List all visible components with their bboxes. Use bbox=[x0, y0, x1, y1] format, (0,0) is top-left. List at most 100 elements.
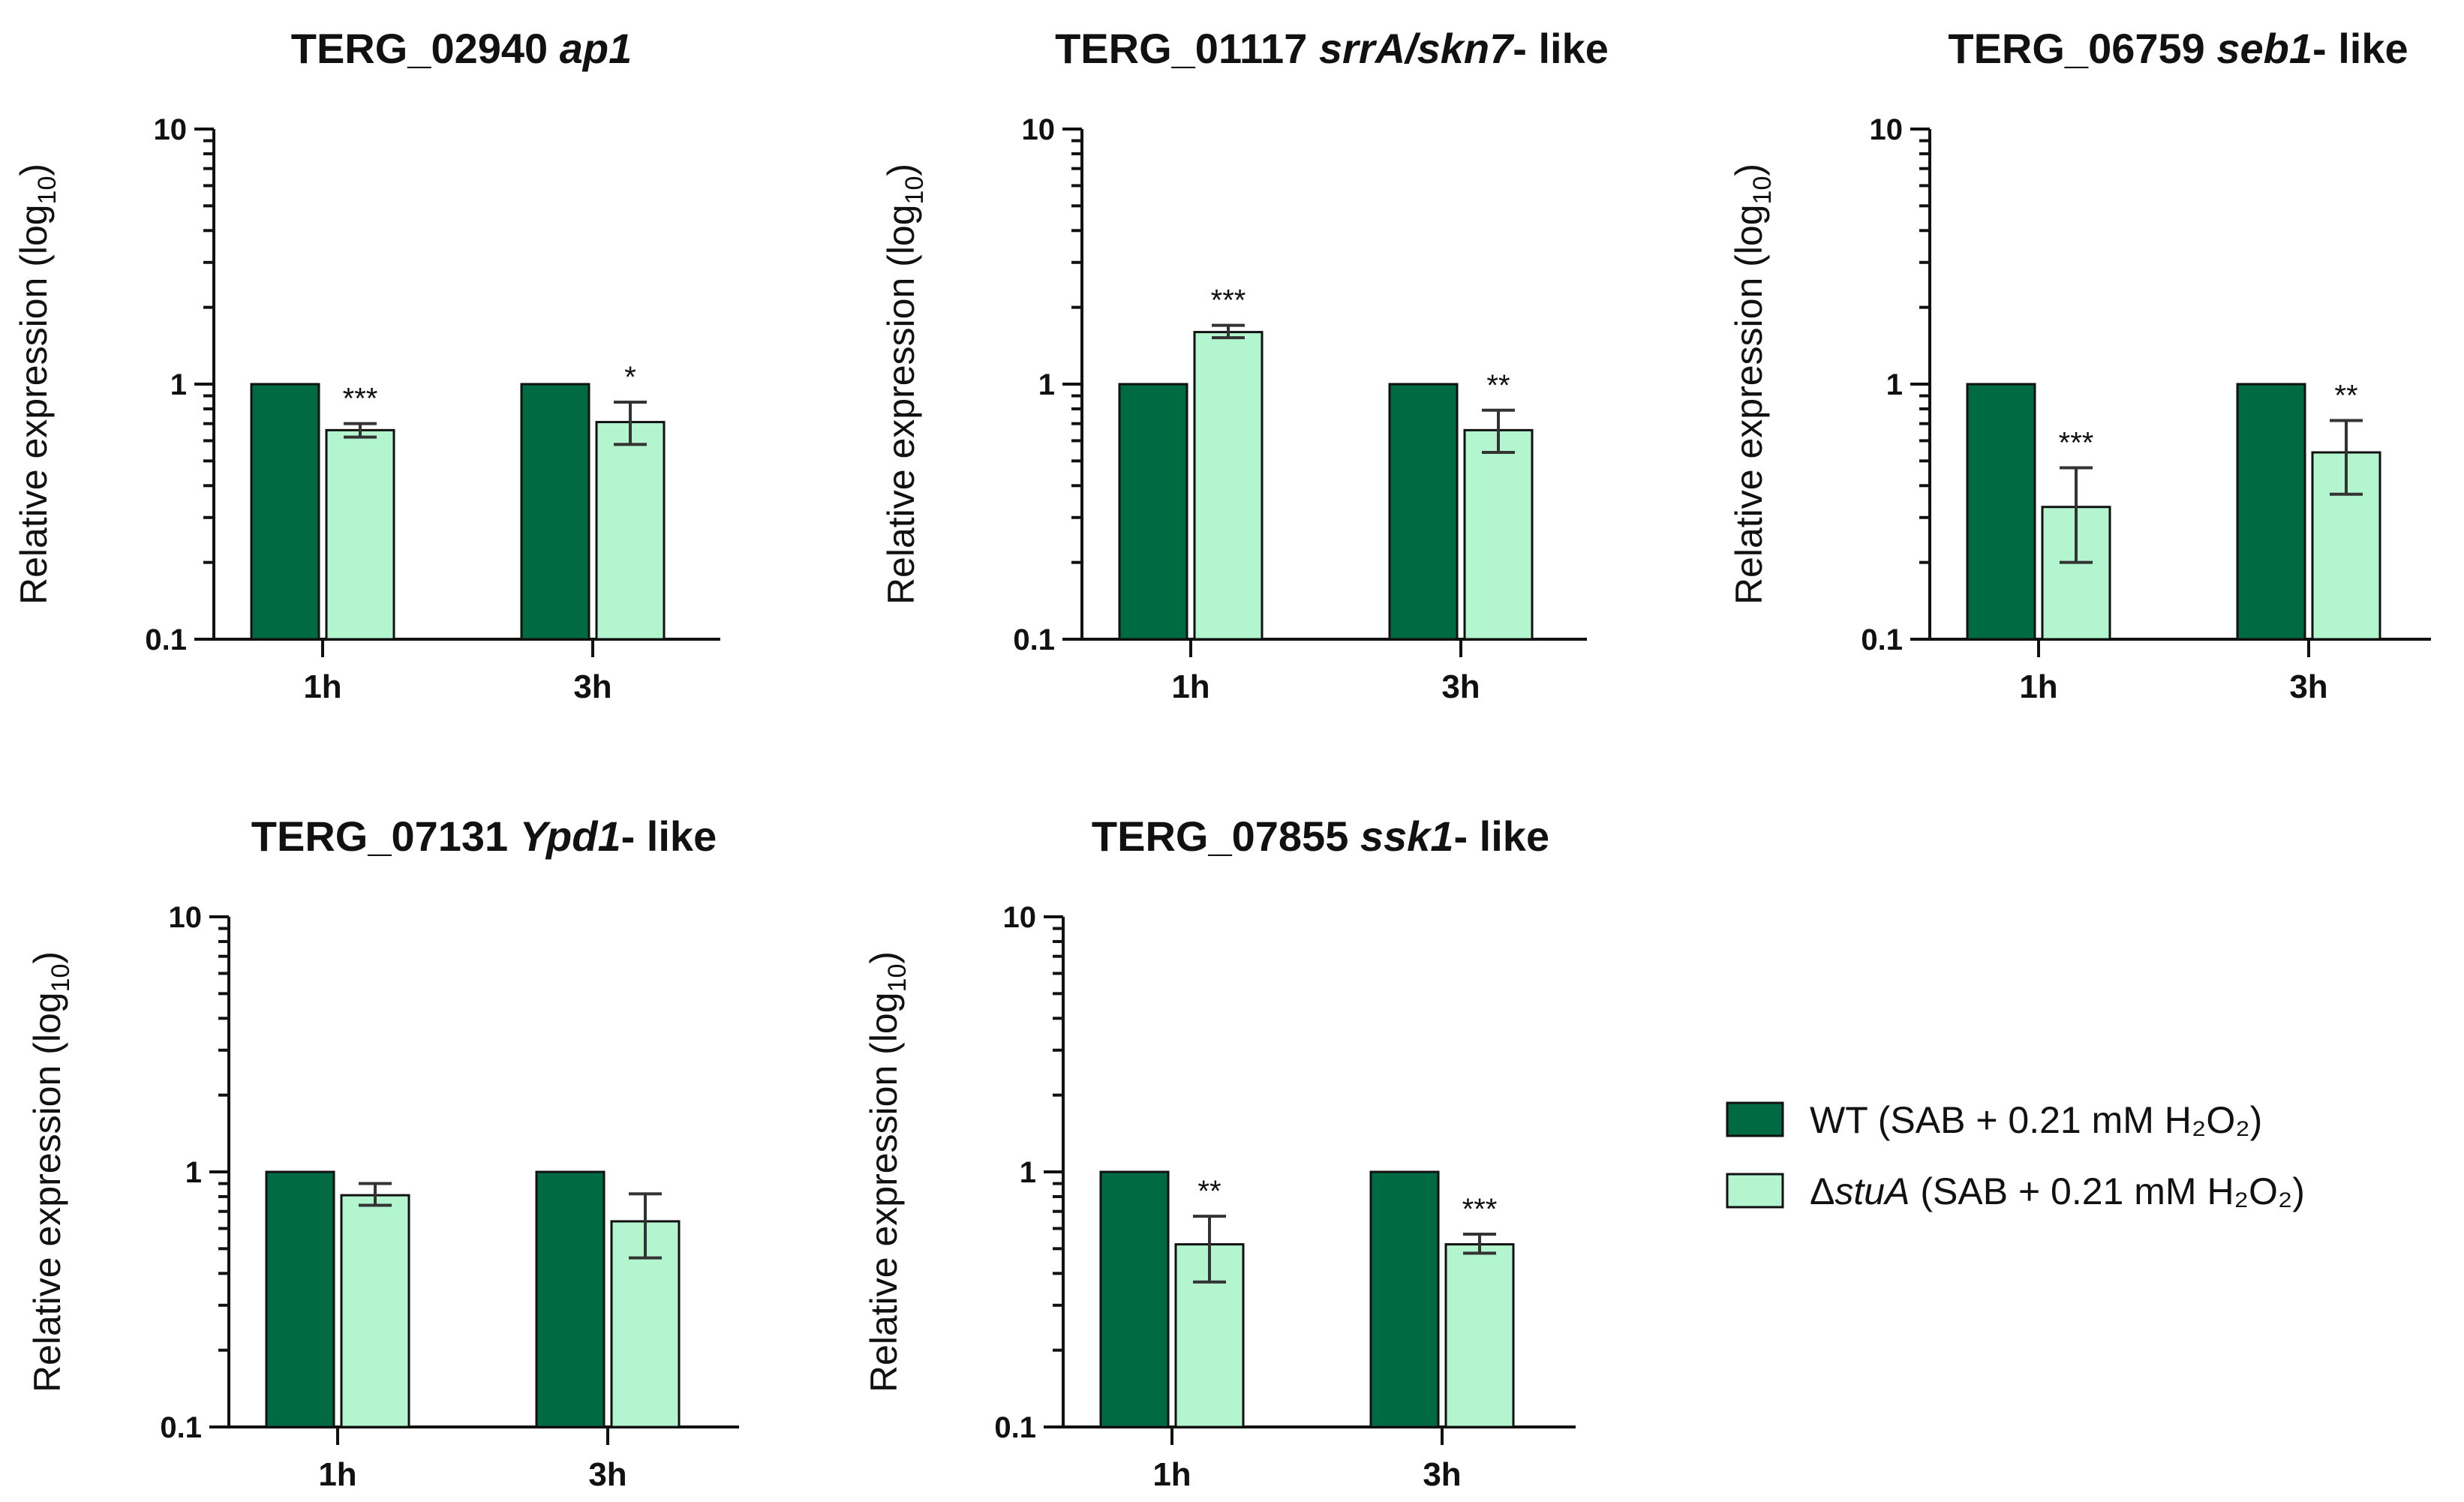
y-axis-label-text: Relative expression (log bbox=[880, 204, 922, 605]
y-axis-label-subscript: 10 bbox=[900, 176, 929, 205]
y-axis-label: Relative expression (log10) bbox=[1728, 164, 1777, 605]
chart-title-suffix: - like bbox=[1513, 25, 1609, 72]
chart-title: TERG_01117 srrA/skn7- like bbox=[1055, 25, 1609, 72]
bar-wt bbox=[1966, 383, 2036, 641]
significance-marker: *** bbox=[1462, 1193, 1498, 1226]
x-tick-label: 3h bbox=[1423, 1456, 1461, 1493]
bar-wt bbox=[1118, 383, 1188, 641]
y-axis-label: Relative expression (log10) bbox=[880, 164, 929, 605]
x-tick-label: 1h bbox=[1171, 668, 1209, 705]
bar-wt bbox=[1369, 1170, 1440, 1428]
chart-title: TERG_02940 ap1 bbox=[291, 25, 632, 72]
legend-mutant-prefix: Δ bbox=[1810, 1170, 1834, 1212]
y-tick-label: 10 bbox=[1022, 113, 1056, 146]
significance-marker: ** bbox=[2334, 380, 2357, 413]
y-tick-label: 1 bbox=[1038, 368, 1055, 401]
y-axis-label-close: ) bbox=[863, 951, 905, 964]
x-tick-label: 3h bbox=[1441, 668, 1480, 705]
x-tick-label: 3h bbox=[573, 668, 611, 705]
chart-title-gene: Ypd1 bbox=[520, 813, 621, 860]
y-tick-label: 1 bbox=[1886, 368, 1903, 401]
y-axis-label-close: ) bbox=[880, 164, 922, 176]
chart-title-gene: ssk1 bbox=[1360, 813, 1454, 860]
legend-label-wt: WT (SAB + 0.21 mM H₂O₂) bbox=[1810, 1099, 2262, 1141]
significance-marker: ** bbox=[1486, 369, 1510, 402]
legend-mutant-suffix: (SAB + 0.21 mM H₂O₂) bbox=[1910, 1170, 2304, 1212]
chart-title-gene: seb1 bbox=[2216, 25, 2312, 72]
chart-title-id: TERG_07855 bbox=[1092, 813, 1360, 860]
y-axis-label-close: ) bbox=[26, 951, 68, 964]
legend-swatch-wt bbox=[1726, 1101, 1784, 1137]
bar-wt bbox=[1099, 1170, 1170, 1428]
y-axis-label-text: Relative expression (log bbox=[863, 992, 905, 1392]
chart-title-id: TERG_06759 bbox=[1948, 25, 2216, 72]
y-tick-label: 0.1 bbox=[994, 1411, 1036, 1444]
bar-mutant bbox=[595, 421, 666, 641]
y-axis-label-text: Relative expression (log bbox=[13, 204, 55, 605]
y-tick-label: 0.1 bbox=[1861, 623, 1903, 656]
y-tick-label: 0.1 bbox=[160, 1411, 202, 1444]
legend: WT (SAB + 0.21 mM H₂O₂) ΔstuA (SAB + 0.21… bbox=[1726, 1099, 2305, 1212]
y-axis-label: Relative expression (log10) bbox=[863, 951, 912, 1392]
y-tick-label: 1 bbox=[185, 1156, 202, 1189]
bar-wt bbox=[250, 383, 320, 641]
y-axis-label-subscript: 10 bbox=[33, 176, 62, 205]
significance-marker: *** bbox=[1211, 284, 1246, 317]
chart-title-gene: ap1 bbox=[560, 25, 633, 72]
chart-title-id: TERG_02940 bbox=[291, 25, 560, 72]
significance-marker: ** bbox=[1197, 1175, 1221, 1208]
significance-marker: * bbox=[624, 361, 636, 394]
chart-panel: TERG_06759 seb1- like Relative expression… bbox=[1728, 25, 2431, 705]
y-axis-label-text: Relative expression (log bbox=[26, 992, 68, 1392]
chart-panel: TERG_07855 ssk1- like Relative expression… bbox=[863, 813, 1576, 1493]
y-tick-label: 0.1 bbox=[145, 623, 187, 656]
y-tick-label: 10 bbox=[154, 113, 188, 146]
y-tick-label: 0.1 bbox=[1013, 623, 1055, 656]
bar-mutant bbox=[340, 1194, 410, 1428]
bar-mutant bbox=[1444, 1243, 1515, 1428]
legend-mutant-gene: stuA bbox=[1834, 1170, 1910, 1212]
bar-wt bbox=[535, 1170, 605, 1428]
bar-wt bbox=[520, 383, 590, 641]
x-tick-label: 1h bbox=[1152, 1456, 1191, 1493]
chart-title-id: TERG_01117 bbox=[1055, 25, 1319, 72]
y-axis-label-close: ) bbox=[1728, 164, 1770, 176]
y-tick-label: 1 bbox=[1020, 1156, 1036, 1189]
x-tick-label: 3h bbox=[588, 1456, 627, 1493]
x-tick-label: 3h bbox=[2289, 668, 2327, 705]
chart-title-gene: srrA/skn7 bbox=[1319, 25, 1515, 72]
chart-panel: TERG_01117 srrA/skn7- like Relative expre… bbox=[880, 25, 1609, 705]
chart-title-suffix: - like bbox=[621, 813, 717, 860]
bar-wt bbox=[2236, 383, 2306, 641]
y-axis-label: Relative expression (log10) bbox=[26, 951, 75, 1392]
y-axis-label-text: Relative expression (log bbox=[1728, 204, 1770, 605]
bar-wt bbox=[1388, 383, 1459, 641]
chart-title: TERG_07855 ssk1- like bbox=[1092, 813, 1549, 860]
x-tick-label: 1h bbox=[303, 668, 341, 705]
x-tick-label: 1h bbox=[318, 1456, 356, 1493]
bar-mutant bbox=[1463, 428, 1534, 641]
chart-title-id: TERG_07131 bbox=[251, 813, 520, 860]
y-axis-label-subscript: 10 bbox=[883, 964, 912, 993]
chart-title-suffix: - like bbox=[2312, 25, 2408, 72]
bar-wt bbox=[265, 1170, 335, 1428]
y-tick-label: 1 bbox=[170, 368, 187, 401]
chart-title: TERG_07131 Ypd1- like bbox=[251, 813, 717, 860]
chart-panel: TERG_07131 Ypd1- like Relative expression… bbox=[26, 813, 739, 1493]
legend-swatch-mutant bbox=[1726, 1173, 1784, 1209]
y-tick-label: 10 bbox=[169, 901, 203, 934]
y-axis-label-subscript: 10 bbox=[1748, 176, 1777, 205]
legend-label-mutant: ΔstuA (SAB + 0.21 mM H₂O₂) bbox=[1810, 1170, 2305, 1212]
y-axis-label-close: ) bbox=[13, 164, 55, 176]
significance-marker: *** bbox=[2059, 426, 2094, 459]
y-tick-label: 10 bbox=[1870, 113, 1904, 146]
y-tick-label: 10 bbox=[1003, 901, 1037, 934]
bar-mutant bbox=[325, 428, 395, 641]
bar-mutant bbox=[1193, 331, 1264, 641]
y-axis-label-subscript: 10 bbox=[47, 964, 75, 993]
y-axis-label: Relative expression (log10) bbox=[13, 164, 62, 605]
chart-title-suffix: - like bbox=[1453, 813, 1549, 860]
x-tick-label: 1h bbox=[2019, 668, 2057, 705]
